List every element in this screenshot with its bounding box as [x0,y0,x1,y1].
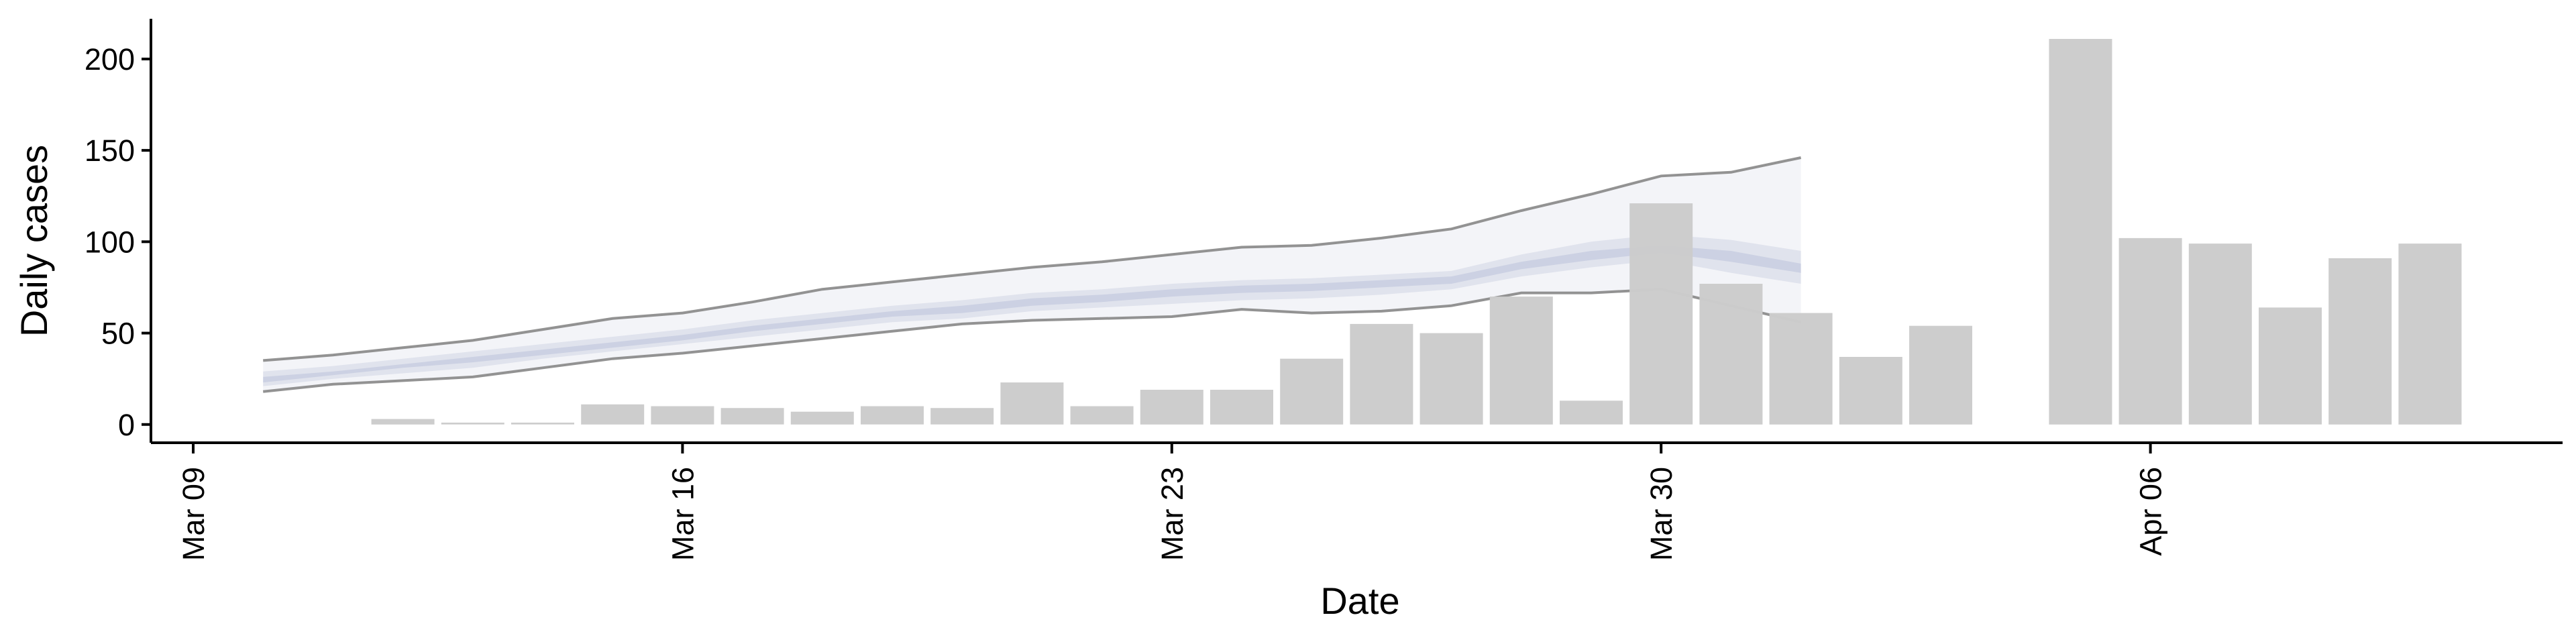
x-tick-label: Mar 30 [1644,467,1678,561]
x-tick-label: Mar 16 [665,467,700,561]
bar-2020-03-31 [1699,284,1763,425]
bar-2020-04-01 [1769,313,1833,425]
bar-2020-03-28 [1489,297,1553,425]
bar-2020-03-16 [651,406,714,425]
x-tick-label: Apr 06 [2134,467,2168,556]
inner-interval-band [263,234,1801,386]
y-tick-label: 50 [101,317,135,351]
bar-2020-04-03 [1909,325,1972,425]
bar-2020-04-07 [2188,244,2252,425]
bar-2020-03-30 [1629,203,1693,425]
bar-2020-04-02 [1839,357,1902,425]
bar-2020-03-21 [1000,382,1064,425]
y-axis-ticks: 0 50 100 150 200 [85,42,151,442]
y-tick-label: 200 [85,42,135,76]
bar-2020-04-06 [2118,237,2182,425]
bar-2020-03-27 [1419,333,1483,425]
nowcast-bands [262,156,1802,393]
bar-2020-03-15 [581,404,645,425]
y-tick-label: 150 [85,133,135,168]
bar-2020-03-19 [861,406,924,425]
bar-2020-04-10 [2398,244,2462,425]
x-tick-label: Mar 23 [1155,467,1189,561]
bar-2020-03-25 [1280,358,1344,425]
daily-case-bars [371,39,2462,425]
x-tick-label: Mar 09 [176,467,211,561]
y-axis-title: Daily cases [13,145,55,337]
outer-interval-band [263,158,1801,392]
median-band [263,245,1801,383]
bar-2020-03-23 [1140,390,1203,425]
bar-2020-03-17 [720,408,784,425]
bar-2020-03-24 [1210,390,1273,425]
axes: 0 50 100 150 200 Mar 09 Mar 16 Mar 23 Mar 30 Apr… [85,19,2563,561]
bar-2020-03-26 [1350,323,1413,425]
y-tick-label: 0 [118,408,135,442]
bar-2020-03-12 [371,419,435,425]
x-axis-ticks: Mar 09 Mar 16 Mar 23 Mar 30 Apr 06 [176,443,2168,561]
bar-2020-03-14 [511,423,574,425]
bar-2020-04-09 [2328,258,2392,425]
outer-upper-line [263,156,1802,362]
bar-2020-03-13 [441,423,504,425]
bar-2020-03-22 [1070,406,1134,425]
bar-2020-03-29 [1560,400,1623,425]
bar-2020-04-05 [2049,39,2112,425]
bar-2020-04-08 [2259,307,2322,425]
x-axis-title: Date [1320,580,1399,622]
bar-2020-03-20 [930,408,994,425]
bar-2020-03-18 [790,411,854,425]
y-tick-label: 100 [85,225,135,259]
outer-lower-line [262,288,1802,393]
